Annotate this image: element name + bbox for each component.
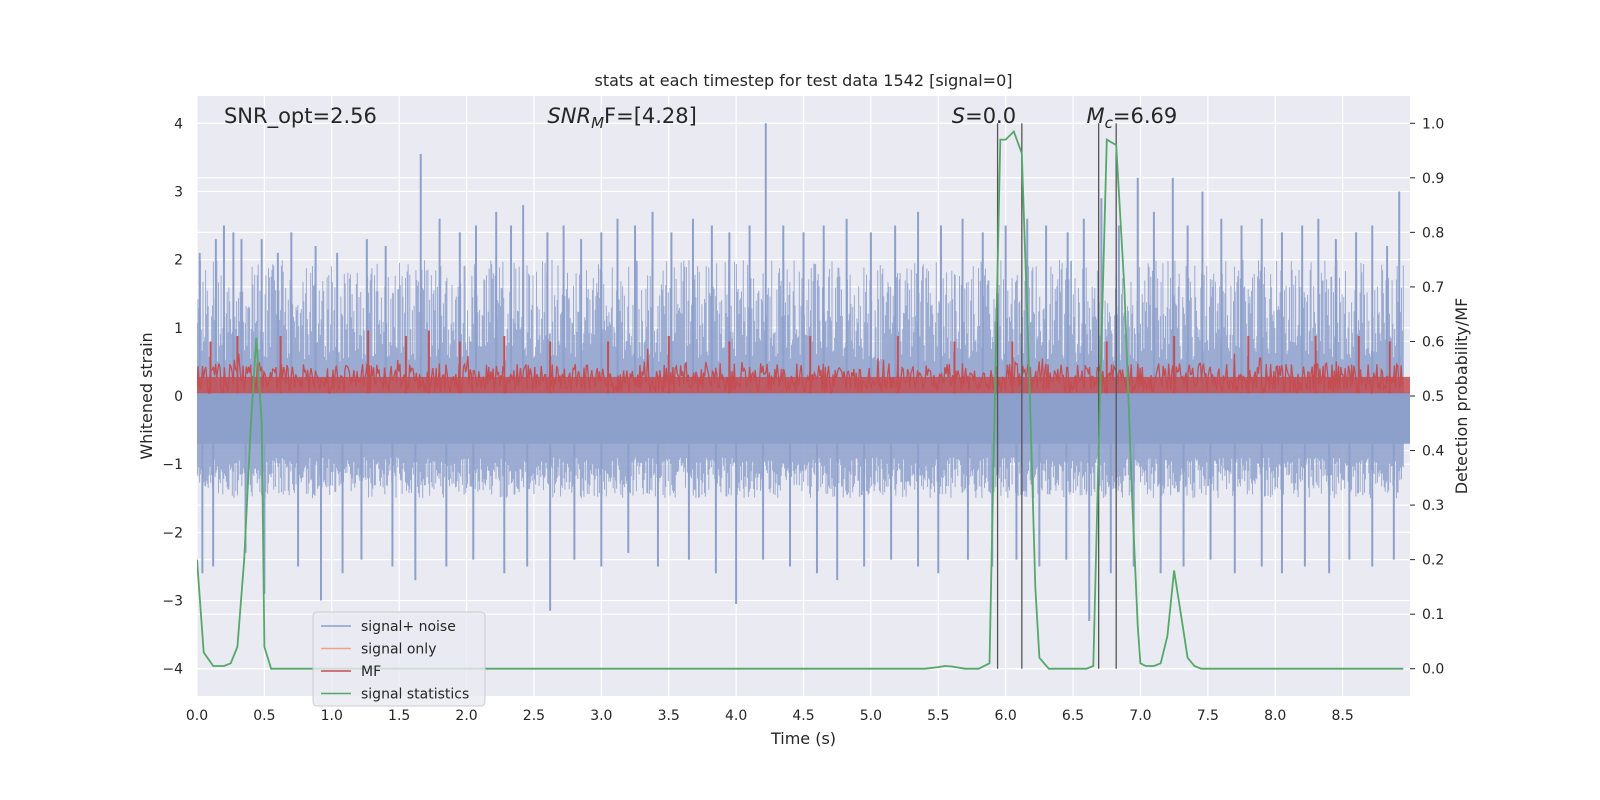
y-tick-label-6: −2 <box>162 525 183 541</box>
y2-axis-label: Detection probability/MF <box>1452 298 1471 495</box>
annotation-snr-mf-value: F=[4.28] <box>604 104 697 128</box>
annotation-mchirp-subscript: c <box>1105 114 1114 132</box>
y2-tick-label-9: 0.1 <box>1422 607 1444 623</box>
y-tick-label-5: −1 <box>162 457 183 473</box>
x-tick-label-4: 2.0 <box>455 708 477 724</box>
legend: signal+ noise signal only MF signal stat… <box>312 611 486 707</box>
x-tick-label-13: 6.5 <box>1062 708 1084 724</box>
annotation-s-symbol: S <box>952 104 965 128</box>
y2-tick-label-7: 0.3 <box>1422 498 1444 514</box>
y-tick-label-1: 3 <box>174 184 183 200</box>
y-tick-label-2: 2 <box>174 253 183 269</box>
series-signal-noise <box>197 123 1410 621</box>
legend-label-mf: MF <box>361 664 381 680</box>
x-tick-label-14: 7.0 <box>1129 708 1151 724</box>
annotation-mchirp-value: =6.69 <box>1113 104 1177 128</box>
x-tick-label-16: 8.0 <box>1264 708 1286 724</box>
legend-box <box>312 611 486 707</box>
mf-trace <box>197 348 1404 395</box>
y-axis-label: Whitened strain <box>137 332 156 459</box>
x-tick-label-3: 1.5 <box>388 708 410 724</box>
x-tick-label-8: 4.0 <box>725 708 747 724</box>
y2-tick-label-8: 0.2 <box>1422 553 1444 569</box>
y2-tick-label-3: 0.7 <box>1422 280 1444 296</box>
x-tick-label-0: 0.0 <box>186 708 208 724</box>
annotation-snr-mf: SNRMF=[4.28] <box>547 104 696 132</box>
annotation-mchirp-symbol: M <box>1087 104 1105 128</box>
y2-tick-label-0: 1.0 <box>1422 116 1444 132</box>
annotation-snr-mf-subscript: M <box>591 114 604 132</box>
y2-tick-label-5: 0.5 <box>1422 389 1444 405</box>
y-tick-label-3: 1 <box>174 321 183 337</box>
series-signal-statistics <box>197 129 1404 670</box>
detection-vlines <box>996 123 1117 669</box>
axis-ticks: 0.0 0.5 1.0 1.5 2.0 2.5 3.0 3.5 4.0 4.5 5.0 5.5 6.0 6… <box>162 116 1444 724</box>
y-tick-label-4: 0 <box>174 389 183 405</box>
legend-label-signal-statistics: signal statistics <box>361 687 469 703</box>
y-tick-label-8: −4 <box>162 662 183 678</box>
y2-tick-label-2: 0.8 <box>1422 225 1444 241</box>
annotation-s-value: =0.0 <box>965 104 1016 128</box>
annotation-snr-opt: SNR_opt=2.56 <box>224 104 377 129</box>
y2-tick-label-1: 0.9 <box>1422 171 1444 187</box>
legend-label-signal-only: signal only <box>361 642 436 658</box>
y-tick-label-0: 4 <box>174 116 183 132</box>
x-tick-label-6: 3.0 <box>590 708 612 724</box>
x-tick-label-5: 2.5 <box>523 708 545 724</box>
x-tick-label-17: 8.5 <box>1331 708 1353 724</box>
chart-title: stats at each timestep for test data 154… <box>594 71 1012 90</box>
signal-statistics-line <box>197 129 1404 670</box>
y2-tick-label-4: 0.6 <box>1422 334 1444 350</box>
x-tick-label-9: 4.5 <box>792 708 814 724</box>
series-mf <box>197 330 1410 395</box>
x-tick-label-15: 7.5 <box>1197 708 1219 724</box>
annotation-s-stat: S=0.0 <box>952 104 1016 128</box>
mf-core <box>197 376 1410 394</box>
annotation-mchirp: Mc=6.69 <box>1087 104 1178 132</box>
x-axis-label: Time (s) <box>770 729 836 748</box>
x-tick-label-1: 0.5 <box>253 708 275 724</box>
y-tick-label-7: −3 <box>162 594 183 610</box>
legend-label-signal-noise: signal+ noise <box>361 619 456 635</box>
x-tick-label-7: 3.5 <box>658 708 680 724</box>
noise-core <box>197 392 1410 444</box>
x-tick-label-11: 5.5 <box>927 708 949 724</box>
y2-tick-label-10: 0.0 <box>1422 662 1444 678</box>
y2-tick-label-6: 0.4 <box>1422 444 1444 460</box>
x-tick-label-2: 1.0 <box>321 708 343 724</box>
x-tick-label-10: 5.0 <box>860 708 882 724</box>
annotation-snr-mf-base: SNR <box>547 104 591 128</box>
x-tick-label-12: 6.0 <box>995 708 1017 724</box>
